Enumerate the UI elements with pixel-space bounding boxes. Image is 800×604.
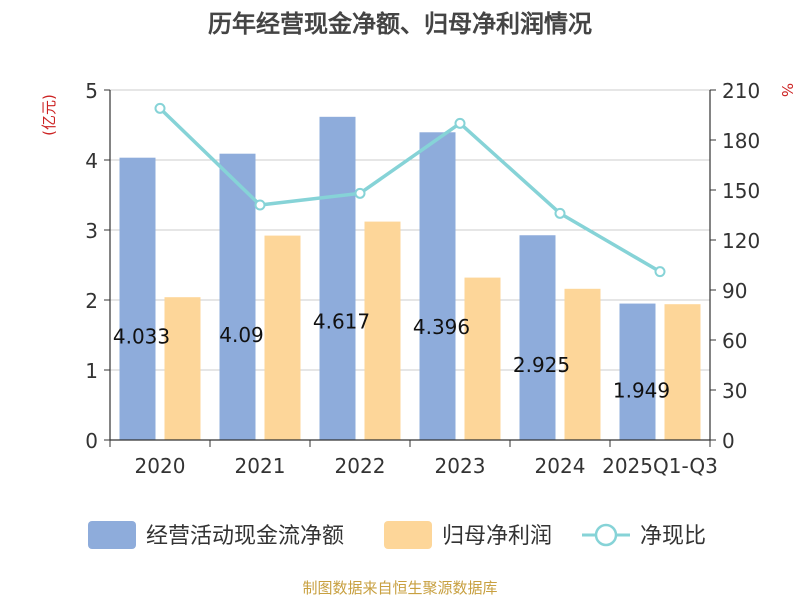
left-tick-label: 2 [85,289,98,313]
cashflow-data-label: 2.925 [513,353,570,377]
legend-swatch-net-profit [384,521,432,549]
cashflow-data-label: 4.033 [113,325,170,349]
x-tick-label: 2025Q1-Q3 [602,454,718,478]
left-tick-label: 3 [85,219,98,243]
right-tick-label: 30 [722,379,747,403]
data-label-layer: 4.033 4.09 4.617 4.396 2.925 1.949 [113,309,670,402]
x-tick-label: 2024 [535,454,586,478]
line-layer [154,102,666,278]
axes-layer: 0 1 2 3 4 5 0 30 60 90 120 150 180 210 2020 2021 2022 202… [85,79,760,478]
legend-swatch-ratio-marker [594,523,618,547]
cashflow-bar [319,116,356,440]
right-tick-label: 90 [722,279,747,303]
legend-item: 归母净利润 [384,521,552,549]
bar-layer [119,116,701,440]
grid-lines [110,89,710,371]
cashflow-data-label: 4.617 [313,309,370,333]
net-profit-bar [664,304,701,440]
ratio-point [154,102,166,114]
left-axis-unit: (亿元) [40,94,58,136]
source-note: 制图数据来自恒生聚源数据库 [302,579,497,597]
net-profit-bar [164,297,201,440]
right-tick-label: 0 [722,429,735,453]
x-tick-label: 2023 [435,454,486,478]
right-axis-unit: % [778,83,796,97]
right-tick-label: 180 [722,129,760,153]
legend-label: 经营活动现金流净额 [146,524,344,549]
ratio-point [354,187,366,199]
left-tick-label: 5 [85,79,98,103]
cashflow-data-label: 1.949 [613,379,670,403]
ratio-point [554,207,566,219]
legend-item: 净现比 [582,523,706,549]
x-tick-label: 2020 [135,454,186,478]
left-tick-label: 4 [85,149,98,173]
cashflow-data-label: 4.396 [413,315,470,339]
right-tick-label: 60 [722,329,747,353]
left-tick-label: 0 [85,429,98,453]
ratio-point [654,266,666,278]
ratio-point [254,199,266,211]
right-tick-label: 120 [722,229,760,253]
cashflow-bar [219,153,256,440]
cashflow-bar [619,303,656,440]
ratio-line [158,107,661,274]
cashflow-bar [119,157,156,440]
net-profit-bar [564,288,601,440]
right-tick-label: 150 [722,179,760,203]
legend-item: 经营活动现金流净额 [88,521,344,549]
cashflow-data-label: 4.09 [219,323,264,347]
ratio-point [454,117,466,129]
x-tick-label: 2021 [235,454,286,478]
right-tick-label: 210 [722,79,760,103]
cashflow-bar [519,235,556,440]
legend-label: 归母净利润 [442,524,552,549]
net-profit-bar [264,235,301,440]
net-profit-bar [464,277,501,440]
left-tick-label: 1 [85,359,98,383]
legend-swatch-cashflow [88,521,136,549]
legend-label: 净现比 [640,524,706,549]
x-tick-label: 2022 [335,454,386,478]
net-profit-bar [364,221,401,440]
legend: 经营活动现金流净额 归母净利润 净现比 [88,521,706,549]
chart-title: 历年经营现金净额、归母净利润情况 [208,10,592,38]
cashflow-bar [419,132,456,440]
